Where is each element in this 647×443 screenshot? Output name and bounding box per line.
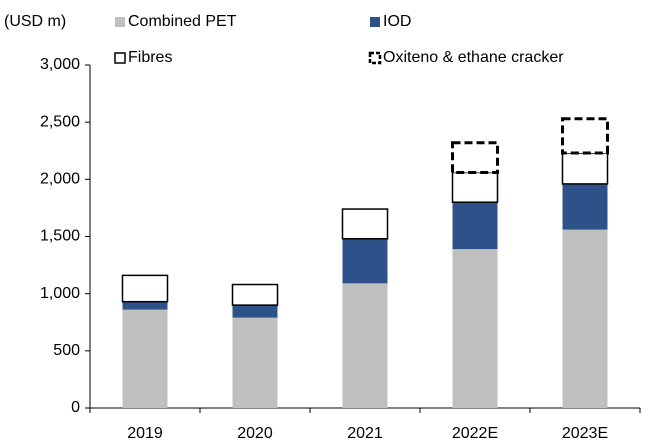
bar-segment [341, 208, 389, 240]
bar-segment [342, 283, 388, 408]
legend-label: Oxiteno & ethane cracker [383, 49, 564, 66]
bar-segment [562, 229, 608, 408]
y-tick-label: 2,500 [40, 113, 80, 130]
y-tick-label: 3,000 [40, 56, 80, 73]
bar-segment [561, 152, 609, 185]
x-tick-label: 2021 [347, 425, 383, 442]
y-tick-label: 0 [71, 399, 80, 416]
legend-label: Fibres [128, 49, 172, 66]
legend-label: IOD [383, 13, 411, 30]
bar-segment [232, 317, 278, 408]
bar-segment [121, 274, 169, 303]
bar-segment [232, 305, 278, 318]
legend-label: Combined PET [128, 13, 237, 30]
x-tick-label: 2020 [237, 425, 273, 442]
y-tick-label: 500 [53, 342, 80, 359]
legend-marker [114, 52, 126, 64]
bar-segment [122, 309, 168, 408]
y-tick-label: 2,000 [40, 171, 80, 188]
y-tick-label: 1,500 [40, 228, 80, 245]
x-tick-label: 2022E [452, 425, 498, 442]
legend-marker [368, 51, 382, 65]
y-axis-label: (USD m) [4, 13, 66, 30]
x-tick-label: 2019 [127, 425, 163, 442]
x-tick-label: 2023E [562, 425, 608, 442]
bar-segment [562, 183, 608, 230]
y-tick-label: 1,000 [40, 285, 80, 302]
bar-segment [122, 301, 168, 310]
bar-segment [561, 117, 609, 155]
bar-segment [342, 238, 388, 284]
bar-segment [452, 202, 498, 250]
legend-marker [115, 17, 125, 27]
bar-segment [451, 141, 499, 174]
bar-segment [452, 249, 498, 408]
legend-marker [370, 17, 380, 27]
bar-segment [451, 171, 499, 203]
bar-segment [231, 283, 279, 306]
